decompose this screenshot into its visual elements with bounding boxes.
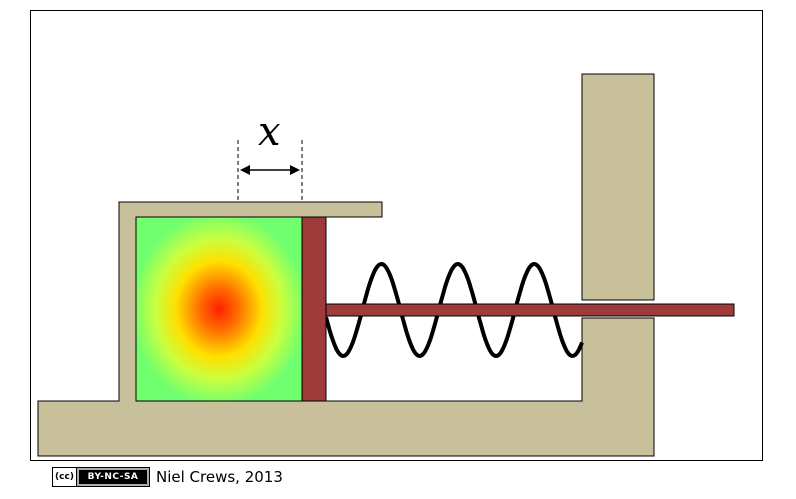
wall-upper (581, 73, 655, 301)
cc-license-badge[interactable]: (cc) BY-NC-SA (52, 467, 150, 487)
piston-rod (325, 303, 735, 317)
displacement-arrow (240, 165, 300, 175)
heated-block (135, 216, 303, 402)
credit-text: Niel Crews, 2013 (156, 468, 283, 486)
spring-coil (324, 261, 584, 359)
piston-plate (301, 216, 327, 402)
license-type: BY-NC-SA (79, 470, 147, 484)
cc-icon: (cc) (53, 468, 77, 486)
footer: (cc) BY-NC-SA Niel Crews, 2013 (52, 467, 283, 487)
housing-frame (37, 201, 655, 457)
displacement-label: x (258, 109, 281, 155)
